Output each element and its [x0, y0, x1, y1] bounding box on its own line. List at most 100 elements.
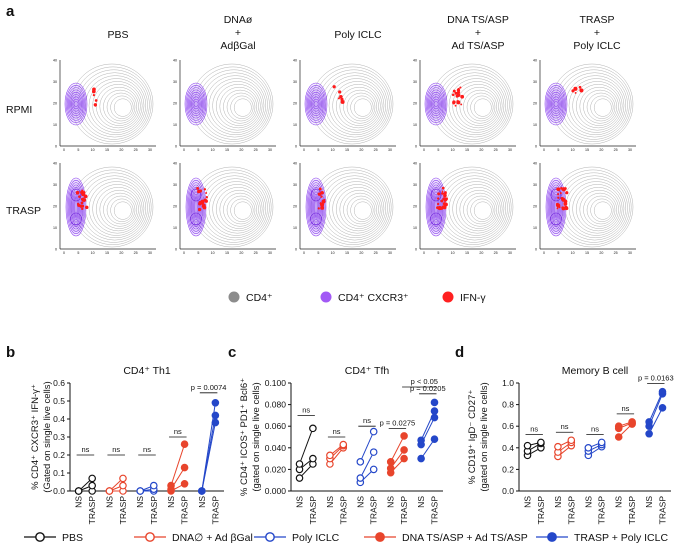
cd4-contour [103, 89, 138, 124]
data-point-ns [645, 429, 653, 438]
flow-x-tick: 20 [599, 148, 603, 152]
cd4-contour [473, 201, 492, 220]
data-point-ns [554, 442, 562, 451]
data-point-ns [584, 443, 593, 452]
cd4-contour [325, 75, 387, 136]
cd4-contour [579, 86, 619, 126]
y-tick-label: 0.2 [502, 464, 514, 474]
x-tick-label: TRASP [399, 496, 409, 525]
legend-dot-cd4 [228, 291, 240, 303]
flow-x-tick: 25 [134, 251, 138, 255]
data-point-trasp [658, 387, 667, 396]
ifng-event [201, 203, 206, 208]
data-point-ns [105, 487, 114, 495]
ifng-event [559, 192, 562, 195]
column-header-line2: + [475, 27, 481, 39]
ifng-event [458, 91, 461, 94]
data-point-trasp [430, 413, 439, 422]
cd4-contour [230, 198, 254, 222]
cd4-contour [459, 86, 499, 126]
cd4-contour [346, 195, 376, 225]
cxcr3-contour [72, 98, 80, 110]
ifng-event [579, 88, 584, 93]
x-tick-label: TRASP [149, 496, 159, 525]
flow-plot: 0 10 20 30 40 0 5 10 15 20 25 30 [293, 162, 396, 255]
significance-label: ns [81, 445, 89, 454]
flow-y-tick: 10 [533, 226, 537, 230]
y-tick-label: 0.060 [265, 421, 287, 431]
cxcr3-contour [65, 85, 87, 123]
y-tick-label: 0.4 [53, 414, 65, 424]
cd4-contour [561, 72, 628, 138]
cxcr3-contour [64, 82, 88, 126]
cxcr3-contour [430, 188, 442, 202]
cd4-contour [230, 95, 254, 119]
ifng-event [460, 94, 465, 99]
ifng-event [76, 202, 80, 206]
flow-x-tick: 5 [557, 148, 559, 152]
flow-y-tick: 20 [533, 205, 537, 209]
flow-x-tick: 0 [303, 148, 305, 152]
legend-label-trasp-polyiclc: TRASP + Poly ICLC [574, 532, 668, 544]
cxcr3-contour [309, 91, 323, 117]
cd4-contour [448, 78, 505, 133]
cd4-contour [88, 181, 145, 236]
x-tick-label: NS [583, 496, 593, 508]
cd4-contour [113, 98, 132, 117]
flow-y-tick: 20 [293, 102, 297, 106]
data-point-trasp [211, 398, 220, 407]
cd4-contour [328, 181, 385, 236]
flow-y-tick: 20 [173, 102, 177, 106]
ifng-event [557, 193, 560, 196]
cd4-contour [568, 78, 625, 133]
flow-x-tick: 30 [628, 148, 632, 152]
flow-x-tick: 20 [359, 251, 363, 255]
cd4-contour [233, 98, 252, 117]
flow-x-tick: 10 [211, 251, 215, 255]
cd4-contour [459, 189, 499, 229]
significance-label: ns [174, 427, 182, 436]
data-point-trasp [430, 435, 439, 443]
legend-marker-dna-tsasp [375, 532, 385, 542]
y-tick-label: 0.6 [53, 378, 65, 388]
x-tick-label: NS [104, 496, 114, 508]
cd4-contour [110, 95, 134, 119]
ifng-event [339, 94, 343, 99]
flow-plot: 0 10 20 30 40 0 5 10 15 20 25 30 [413, 162, 516, 255]
cd4-contour [226, 92, 256, 122]
y-tick-label: 0.4 [502, 443, 514, 453]
cd4-contour [226, 195, 256, 225]
x-tick-label: NS [553, 496, 563, 508]
cxcr3-contour [190, 94, 202, 114]
x-tick-label: NS [295, 496, 305, 508]
data-point-ns [417, 454, 425, 463]
ifng-event [557, 196, 560, 199]
cd4-contour [575, 84, 621, 129]
cxcr3-contour [306, 87, 326, 121]
flow-plots-grid: 0 10 20 30 40 0 5 10 15 20 25 30 0 10 20 30 40 0 5 10 15 20 25… [53, 59, 636, 255]
flow-y-tick: 10 [533, 123, 537, 127]
ifng-event [320, 191, 324, 195]
cd4-contour [466, 92, 496, 122]
cxcr3-contour [550, 188, 562, 202]
ifng-event [78, 195, 81, 198]
ifng-event [338, 90, 342, 94]
flow-x-tick: 5 [437, 251, 439, 255]
x-tick-label: NS [197, 496, 207, 508]
cd4-contour [586, 92, 616, 122]
flow-x-tick: 15 [225, 148, 229, 152]
cd4-contour [448, 181, 505, 236]
flow-plot: 0 10 20 30 40 0 5 10 15 20 25 30 [533, 162, 636, 255]
cd4-contour [455, 187, 501, 232]
ifng-event [441, 190, 444, 193]
cd4-contour [463, 89, 498, 124]
cd4-contour [335, 84, 381, 129]
scatter-panels: b CD4⁺ Th1 % CD4⁺ CXCR3⁺ IFN-γ⁺ (Gated on s… [6, 344, 674, 524]
x-tick-label: TRASP [657, 496, 667, 525]
flow-y-tick: 40 [293, 59, 297, 63]
cd4-contour [332, 184, 383, 234]
cd4-contour [70, 63, 154, 145]
data-point-ns [417, 436, 425, 445]
cd4-contour [205, 75, 267, 136]
